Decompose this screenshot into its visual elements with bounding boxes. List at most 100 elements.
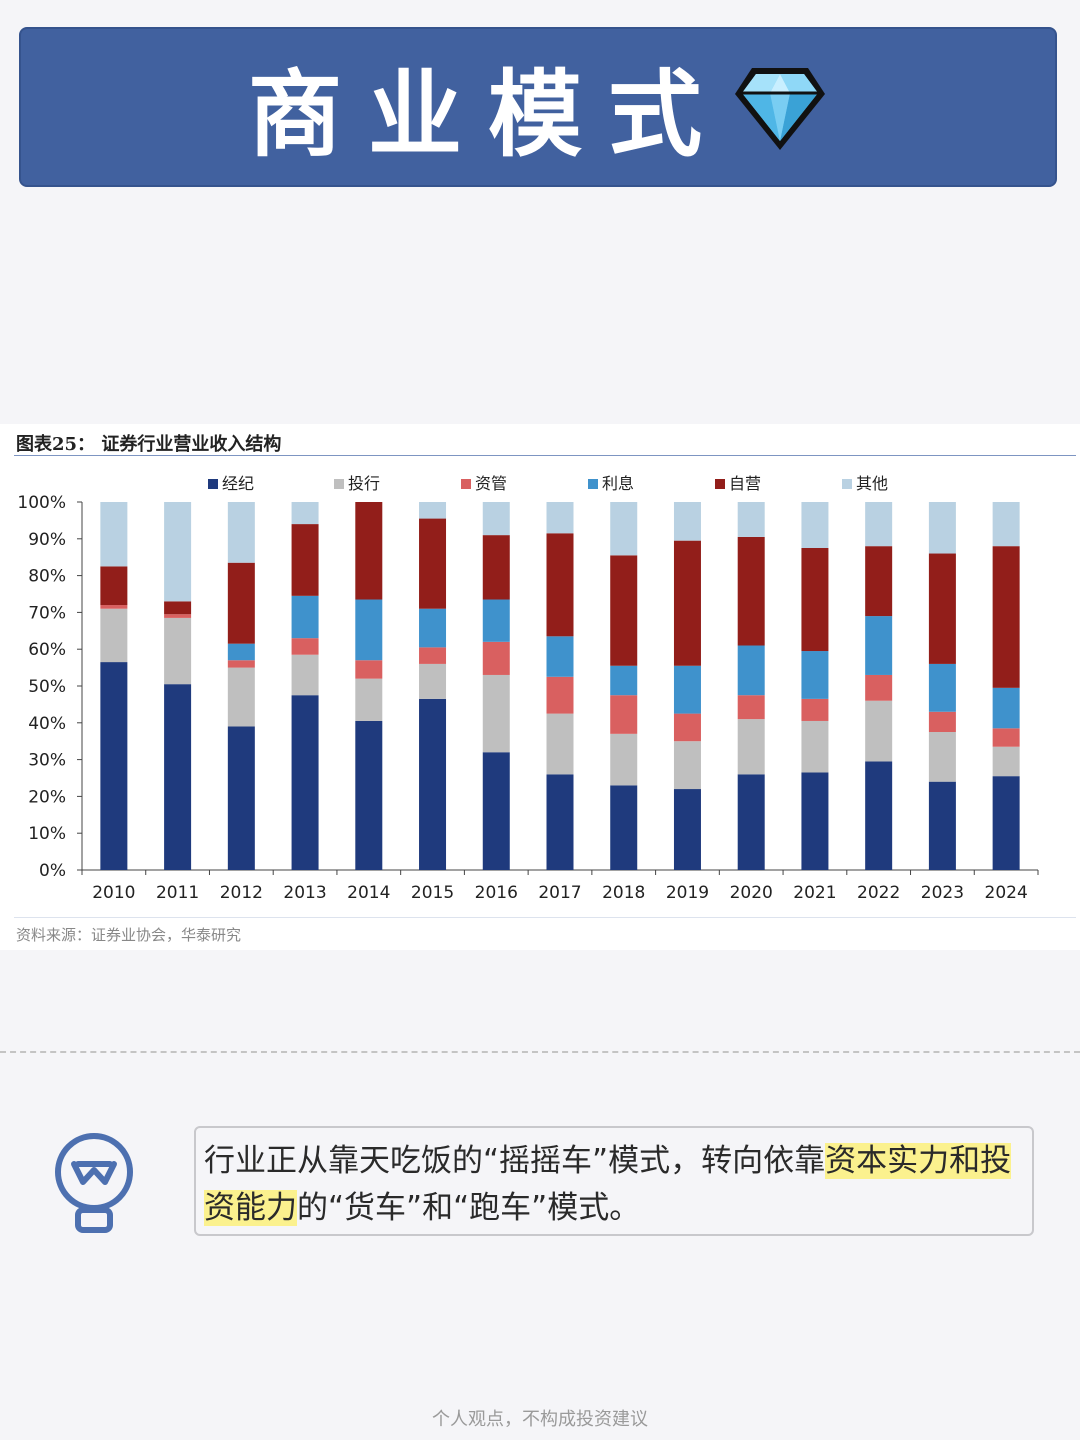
bar-segment bbox=[865, 700, 893, 762]
bar-segment bbox=[227, 562, 255, 644]
insight-callout: 行业正从靠天吃饭的“摇摇车”模式，转向依靠资本实力和投资能力的“货车”和“跑车”… bbox=[194, 1126, 1034, 1236]
bar-segment bbox=[801, 502, 829, 548]
bar-segment bbox=[227, 660, 255, 668]
bar-segment bbox=[801, 651, 829, 699]
y-tick-label: 70% bbox=[28, 603, 66, 623]
bar-segment bbox=[291, 638, 319, 655]
bar-segment bbox=[865, 616, 893, 675]
bar-segment bbox=[992, 687, 1020, 729]
bar-segment bbox=[801, 548, 829, 652]
legend-swatch bbox=[715, 479, 725, 489]
x-tick-label: 2010 bbox=[92, 883, 135, 903]
x-tick-label: 2022 bbox=[857, 883, 900, 903]
x-tick-label: 2023 bbox=[921, 883, 964, 903]
diamond-icon bbox=[732, 64, 828, 158]
bar-segment bbox=[164, 614, 192, 618]
bar-segment bbox=[610, 665, 638, 696]
bar-segment bbox=[737, 719, 765, 775]
bar-segment bbox=[355, 599, 383, 661]
bar-segment bbox=[546, 676, 574, 714]
bar-segment bbox=[419, 698, 447, 870]
insight-part-2: 的“货车”和“跑车”模式。 bbox=[297, 1190, 641, 1226]
bar-segment bbox=[546, 636, 574, 677]
insight-part-1: 行业正从靠天吃饭的“摇摇车”模式，转向依靠 bbox=[204, 1143, 826, 1179]
bar-segment bbox=[928, 553, 956, 664]
bar-segment bbox=[992, 546, 1020, 688]
bar-segment bbox=[546, 502, 574, 534]
x-tick-label: 2011 bbox=[156, 883, 199, 903]
bar-segment bbox=[482, 502, 510, 536]
bar-segment bbox=[928, 781, 956, 870]
bar-segment bbox=[865, 674, 893, 701]
bar-segment bbox=[482, 674, 510, 753]
bar-segment bbox=[673, 713, 701, 742]
bar-segment bbox=[482, 599, 510, 642]
bar-segment bbox=[928, 711, 956, 732]
x-tick-label: 2016 bbox=[475, 883, 518, 903]
bar-segment bbox=[291, 524, 319, 596]
x-tick-label: 2018 bbox=[602, 883, 645, 903]
legend-swatch bbox=[334, 479, 344, 489]
dashed-divider bbox=[0, 1051, 1080, 1053]
bar-segment bbox=[100, 566, 128, 606]
figure-source: 资料来源：证券业协会，华泰研究 bbox=[16, 926, 242, 944]
bar-segment bbox=[737, 645, 765, 696]
bar-segment bbox=[610, 555, 638, 666]
bar-segment bbox=[673, 665, 701, 714]
x-tick-label: 2021 bbox=[793, 883, 836, 903]
bar-segment bbox=[419, 647, 447, 664]
bar-segment bbox=[673, 789, 701, 870]
figure-title: 图表25： 证券行业营业收入结构 bbox=[16, 434, 282, 455]
bar-segment bbox=[355, 720, 383, 870]
y-tick-label: 50% bbox=[28, 677, 66, 697]
bar-segment bbox=[546, 533, 574, 637]
y-tick-label: 80% bbox=[28, 567, 66, 587]
y-tick-label: 90% bbox=[28, 530, 66, 550]
bar-segment bbox=[546, 713, 574, 775]
bar-segment bbox=[992, 746, 1020, 777]
bar-segment bbox=[546, 774, 574, 870]
bar-segment bbox=[610, 733, 638, 786]
bar-segment bbox=[737, 502, 765, 537]
legend-swatch bbox=[208, 479, 218, 489]
stacked-bar-chart: 0% 10% 20% 30% 40% 50% 60% 70% 80% 90% 100% 2010 201… bbox=[17, 474, 1039, 903]
bar-segment bbox=[610, 502, 638, 556]
bar-segment bbox=[865, 502, 893, 547]
x-tick-label: 2014 bbox=[347, 883, 390, 903]
legend-label: 利息 bbox=[602, 474, 634, 493]
x-tick-label: 2024 bbox=[985, 883, 1028, 903]
title-banner: 商业模式 bbox=[19, 27, 1057, 187]
bar-segment bbox=[992, 776, 1020, 870]
bar-segment bbox=[673, 502, 701, 541]
x-tick-label: 2019 bbox=[666, 883, 709, 903]
bar-segment bbox=[291, 595, 319, 639]
bar-segment bbox=[164, 502, 192, 602]
x-tick-label: 2020 bbox=[730, 883, 773, 903]
legend-label: 自营 bbox=[729, 474, 761, 493]
bar-segment bbox=[482, 535, 510, 600]
bar-segment bbox=[355, 660, 383, 679]
bar-segment bbox=[992, 728, 1020, 747]
bar-segment bbox=[419, 608, 447, 648]
bar-segment bbox=[227, 667, 255, 727]
legend-label: 资管 bbox=[475, 474, 507, 493]
bar-segment bbox=[801, 720, 829, 773]
bar-segment bbox=[673, 741, 701, 790]
legend-swatch bbox=[461, 479, 471, 489]
x-tick-label: 2017 bbox=[538, 883, 581, 903]
bar-segment bbox=[355, 502, 383, 600]
legend-label: 其他 bbox=[856, 474, 888, 493]
y-tick-label: 60% bbox=[28, 640, 66, 660]
lightbulb-icon bbox=[50, 1130, 140, 1240]
bar-segment bbox=[482, 641, 510, 675]
bar-segment bbox=[291, 654, 319, 696]
y-tick-label: 30% bbox=[28, 751, 66, 771]
bar-segment bbox=[164, 617, 192, 685]
legend-swatch bbox=[588, 479, 598, 489]
title-rule bbox=[14, 455, 1076, 456]
banner-title: 商业模式 bbox=[247, 61, 728, 170]
bar-segment bbox=[100, 608, 128, 663]
bar-segment bbox=[610, 785, 638, 870]
legend-label: 投行 bbox=[348, 474, 380, 493]
bar-segment bbox=[227, 502, 255, 563]
